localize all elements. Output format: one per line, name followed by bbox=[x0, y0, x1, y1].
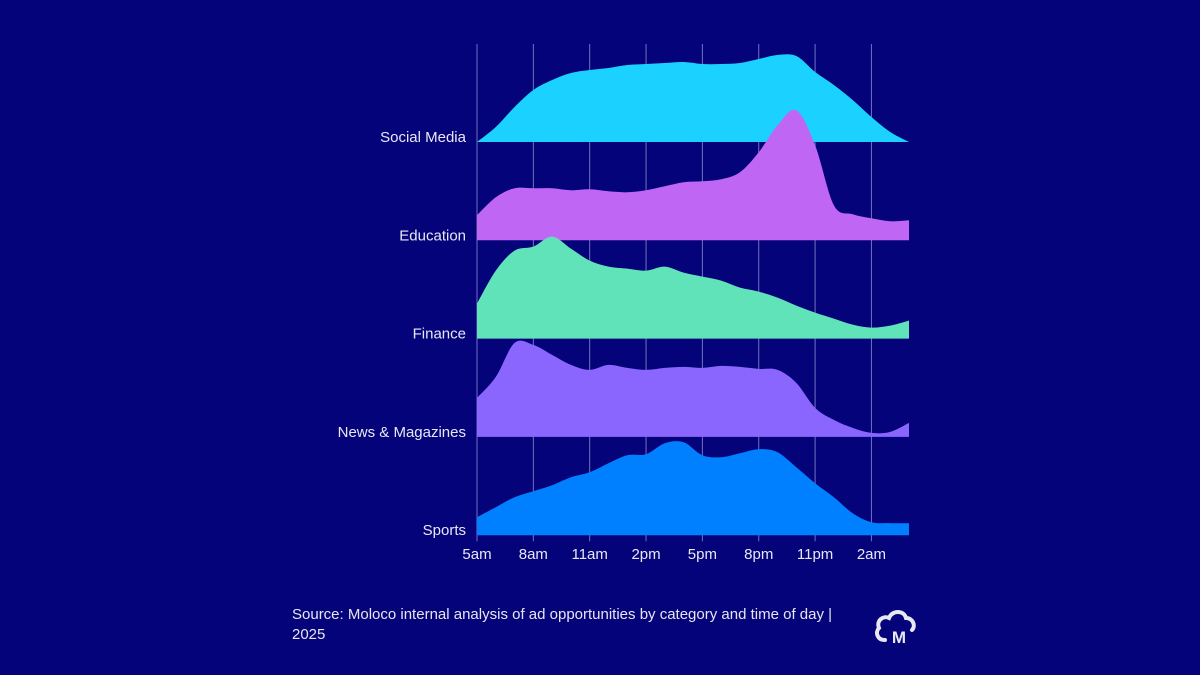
series-label: Education bbox=[399, 227, 466, 244]
series-label: News & Magazines bbox=[338, 424, 466, 441]
x-tick-label: 11pm bbox=[797, 546, 833, 563]
x-tick-label: 2pm bbox=[631, 546, 660, 563]
x-tick-label: 8am bbox=[519, 546, 548, 563]
x-tick-label: 5pm bbox=[688, 546, 717, 563]
x-axis-ticks: 5am 8am 11am 2pm 5pm 8pm 11pm 2am bbox=[462, 546, 886, 563]
x-tick-label: 11am bbox=[571, 546, 607, 563]
ridge-sports bbox=[477, 441, 909, 536]
x-tick-label: 8pm bbox=[744, 546, 773, 563]
series-label: Finance bbox=[413, 326, 466, 343]
source-note: Source: Moloco internal analysis of ad o… bbox=[292, 606, 833, 643]
ridge-social-media bbox=[477, 54, 909, 142]
series-label: Sports bbox=[423, 522, 466, 539]
ridge-education bbox=[477, 109, 909, 241]
ridge-finance bbox=[477, 236, 909, 339]
x-tick-label: 5am bbox=[462, 546, 491, 563]
x-tick-label: 2am bbox=[857, 546, 886, 563]
ridges bbox=[477, 54, 909, 536]
series-label: Social Media bbox=[380, 129, 467, 146]
moloco-logo-icon: M bbox=[875, 610, 916, 646]
svg-text:M: M bbox=[892, 628, 906, 646]
series-labels: Social Media Education Finance News & Magaz… bbox=[338, 129, 467, 539]
ridge-news-magazines bbox=[477, 340, 909, 437]
